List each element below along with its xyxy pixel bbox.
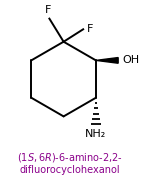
Text: $(1\mathit{S},6\mathit{R})$-6-amino-2,2-: $(1\mathit{S},6\mathit{R})$-6-amino-2,2- xyxy=(17,151,123,164)
Text: F: F xyxy=(45,5,52,15)
Polygon shape xyxy=(96,57,118,63)
Text: difluorocyclohexanol: difluorocyclohexanol xyxy=(19,165,120,175)
Text: NH₂: NH₂ xyxy=(85,129,107,139)
Text: F: F xyxy=(87,24,93,34)
Text: OH: OH xyxy=(123,55,140,65)
